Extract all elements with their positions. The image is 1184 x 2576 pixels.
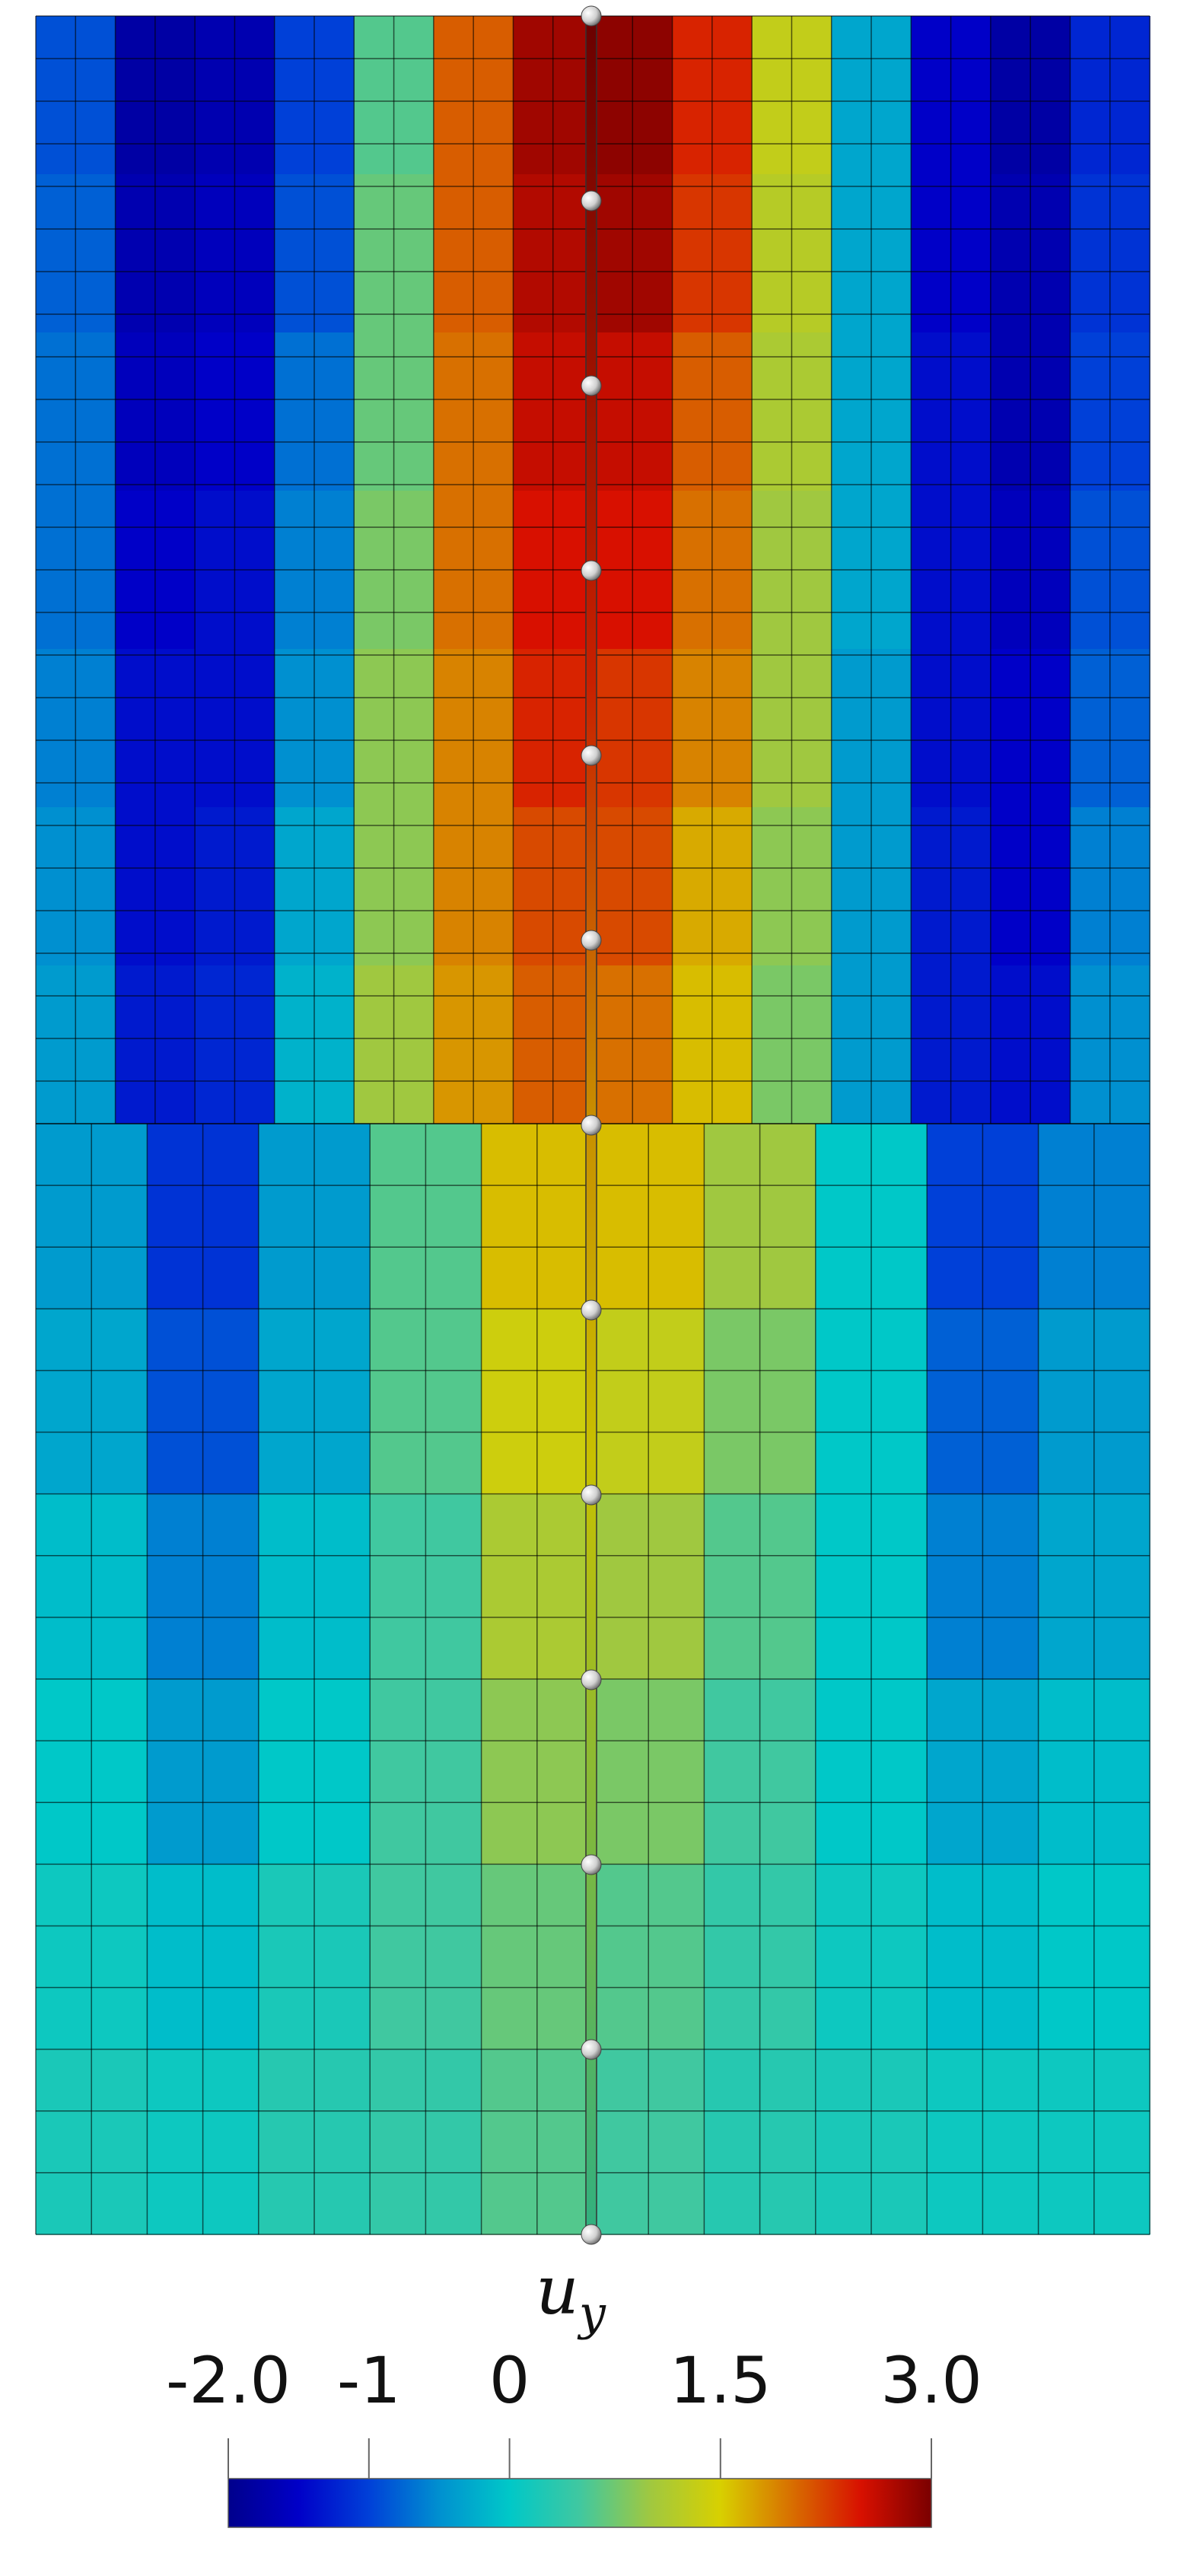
colorbar-tick-label: -1 [337, 2343, 401, 2418]
crack-node [581, 375, 602, 396]
crack-node [581, 745, 602, 766]
crack-node [581, 2039, 602, 2060]
colorbar-title-subscript: y [577, 2285, 606, 2341]
colorbar-title: uy [536, 2251, 606, 2341]
crack-node [581, 2224, 602, 2245]
colorbar-title-symbol: u [536, 2251, 579, 2330]
crack-node [581, 190, 602, 211]
crack-node [581, 5, 602, 27]
crack-node [581, 930, 602, 951]
crack-nodes [581, 5, 602, 2245]
crack-node [581, 1115, 602, 1136]
crack-node [581, 1669, 602, 1690]
crack-node [581, 1484, 602, 1506]
crack-node [581, 560, 602, 581]
colorbar-tick-label: -2.0 [166, 2343, 291, 2418]
colorbar [228, 2478, 932, 2528]
mesh [35, 15, 1151, 2235]
colorbar-tick-label: 0 [489, 2343, 530, 2418]
colorbar-tick-label: 3.0 [880, 2343, 982, 2418]
crack-node [581, 1854, 602, 1875]
colorbar-tick-label: 1.5 [670, 2343, 772, 2418]
crack-node [581, 1299, 602, 1321]
